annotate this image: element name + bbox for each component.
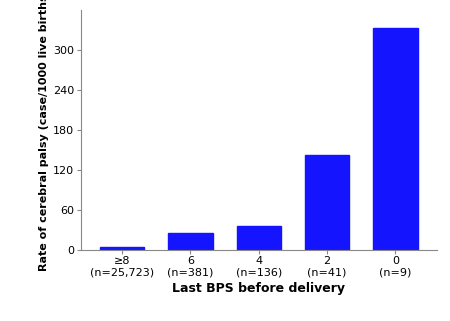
Bar — [237, 226, 281, 250]
Bar — [168, 233, 212, 250]
Y-axis label: Rate of cerebral palsy (case/1000 live births): Rate of cerebral palsy (case/1000 live b… — [39, 0, 49, 271]
X-axis label: Last BPS before delivery: Last BPS before delivery — [172, 282, 345, 295]
Bar — [305, 155, 349, 250]
Bar — [373, 28, 418, 250]
Bar — [100, 247, 144, 250]
